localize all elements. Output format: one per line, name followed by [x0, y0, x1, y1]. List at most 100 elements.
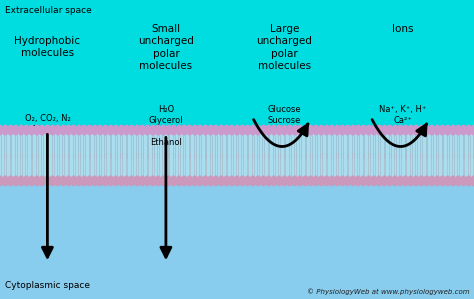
Ellipse shape: [202, 176, 208, 186]
Ellipse shape: [18, 125, 24, 135]
Ellipse shape: [313, 176, 319, 186]
Ellipse shape: [329, 125, 335, 135]
Ellipse shape: [456, 125, 461, 135]
Ellipse shape: [150, 176, 155, 186]
Ellipse shape: [55, 125, 61, 135]
Ellipse shape: [371, 125, 377, 135]
Ellipse shape: [266, 125, 272, 135]
Ellipse shape: [345, 176, 350, 186]
Ellipse shape: [356, 176, 361, 186]
Text: Hydrophobic
molecules: Hydrophobic molecules: [14, 36, 81, 58]
Ellipse shape: [403, 125, 409, 135]
Ellipse shape: [387, 176, 392, 186]
Ellipse shape: [329, 176, 335, 186]
Ellipse shape: [118, 125, 124, 135]
Ellipse shape: [471, 125, 474, 135]
Ellipse shape: [450, 125, 456, 135]
Ellipse shape: [92, 125, 98, 135]
Ellipse shape: [2, 125, 8, 135]
Ellipse shape: [387, 125, 392, 135]
Ellipse shape: [124, 176, 129, 186]
Ellipse shape: [466, 125, 472, 135]
Ellipse shape: [424, 176, 429, 186]
Ellipse shape: [102, 176, 108, 186]
Ellipse shape: [419, 125, 424, 135]
Ellipse shape: [197, 176, 203, 186]
Ellipse shape: [139, 176, 145, 186]
Bar: [0, 185, 474, 299]
Ellipse shape: [71, 176, 77, 186]
Ellipse shape: [0, 125, 3, 135]
Ellipse shape: [413, 176, 419, 186]
Ellipse shape: [76, 176, 82, 186]
Ellipse shape: [319, 125, 324, 135]
Ellipse shape: [371, 176, 377, 186]
Ellipse shape: [345, 125, 350, 135]
Ellipse shape: [50, 176, 55, 186]
Ellipse shape: [324, 176, 329, 186]
Bar: [0, 130, 474, 181]
Ellipse shape: [392, 125, 398, 135]
Ellipse shape: [213, 176, 219, 186]
Ellipse shape: [461, 125, 466, 135]
Ellipse shape: [108, 125, 113, 135]
Ellipse shape: [319, 176, 324, 186]
Ellipse shape: [408, 125, 414, 135]
Ellipse shape: [229, 125, 235, 135]
Ellipse shape: [2, 176, 8, 186]
Ellipse shape: [45, 176, 50, 186]
Ellipse shape: [34, 125, 40, 135]
Ellipse shape: [208, 125, 213, 135]
Ellipse shape: [60, 125, 66, 135]
Ellipse shape: [419, 176, 424, 186]
Ellipse shape: [450, 176, 456, 186]
Bar: [0, 126, 474, 185]
Ellipse shape: [129, 125, 135, 135]
Ellipse shape: [82, 125, 87, 135]
Ellipse shape: [397, 176, 403, 186]
Ellipse shape: [276, 125, 282, 135]
Ellipse shape: [282, 176, 287, 186]
Ellipse shape: [261, 125, 266, 135]
Text: Glucose
Sucrose: Glucose Sucrose: [268, 105, 301, 125]
Ellipse shape: [439, 125, 445, 135]
Ellipse shape: [8, 176, 13, 186]
Ellipse shape: [150, 125, 155, 135]
Ellipse shape: [224, 125, 229, 135]
Ellipse shape: [0, 176, 3, 186]
Ellipse shape: [271, 176, 277, 186]
Ellipse shape: [192, 125, 198, 135]
Ellipse shape: [45, 125, 50, 135]
Ellipse shape: [466, 176, 472, 186]
Ellipse shape: [97, 125, 103, 135]
Ellipse shape: [155, 125, 161, 135]
Ellipse shape: [297, 176, 303, 186]
Ellipse shape: [50, 125, 55, 135]
Ellipse shape: [29, 176, 35, 186]
Ellipse shape: [408, 176, 414, 186]
Ellipse shape: [219, 125, 224, 135]
Ellipse shape: [282, 125, 287, 135]
Ellipse shape: [55, 176, 61, 186]
Ellipse shape: [302, 125, 308, 135]
Ellipse shape: [439, 176, 445, 186]
Ellipse shape: [376, 125, 382, 135]
Ellipse shape: [292, 176, 298, 186]
Ellipse shape: [82, 176, 87, 186]
Ellipse shape: [276, 176, 282, 186]
Ellipse shape: [166, 125, 172, 135]
Ellipse shape: [145, 176, 150, 186]
Ellipse shape: [429, 176, 435, 186]
Ellipse shape: [297, 125, 303, 135]
Ellipse shape: [155, 176, 161, 186]
Ellipse shape: [13, 176, 18, 186]
Ellipse shape: [239, 176, 245, 186]
Text: O₂, CO₂, N₂
Steroids: O₂, CO₂, N₂ Steroids: [25, 114, 70, 134]
Ellipse shape: [350, 176, 356, 186]
Text: Small
uncharged
polar
molecules: Small uncharged polar molecules: [138, 24, 194, 71]
Ellipse shape: [29, 125, 35, 135]
Ellipse shape: [202, 125, 208, 135]
Ellipse shape: [424, 125, 429, 135]
Ellipse shape: [445, 176, 450, 186]
Ellipse shape: [87, 176, 92, 186]
